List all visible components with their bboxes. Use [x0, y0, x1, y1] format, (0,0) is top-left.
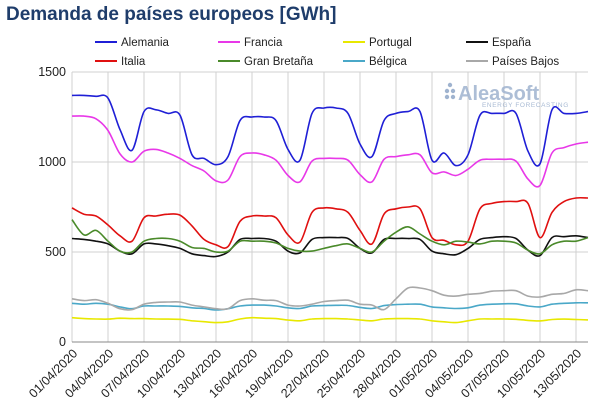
- y-tick-label: 0: [59, 335, 66, 349]
- series-line-francia: [71, 115, 589, 188]
- series-line-italia: [71, 196, 589, 249]
- series-lines: [71, 94, 589, 324]
- series-line-gran-bretana: [71, 219, 589, 255]
- legend-label-gran-bretana: Gran Bretaña: [244, 56, 314, 68]
- legend-label-italia: Italia: [121, 56, 146, 68]
- aleasoft-watermark: AleaSoft ENERGY FORECASTING: [444, 82, 569, 109]
- watermark-logo-icon: [444, 82, 456, 100]
- legend-label-alemania: Alemania: [121, 37, 170, 49]
- legend-label-francia: Francia: [244, 37, 283, 49]
- legend-label-portugal: Portugal: [369, 37, 412, 49]
- series-line-alemania: [71, 94, 589, 167]
- chart-title: Demanda de países europeos [GWh]: [6, 4, 337, 25]
- watermark-brand: AleaSoft: [458, 83, 539, 105]
- series-line-portugal: [71, 316, 589, 324]
- legend: Alemania Francia Portugal España Italia Gran …: [95, 37, 559, 68]
- series-line-belgica: [71, 301, 589, 311]
- grid-lines: [71, 71, 588, 343]
- legend-label-paises-bajos: Países Bajos: [492, 56, 559, 68]
- y-tick-label: 1500: [38, 65, 66, 79]
- legend-label-espana: España: [492, 37, 532, 49]
- y-tick-label: 500: [45, 245, 66, 259]
- y-tick-label: 1000: [38, 155, 66, 169]
- series-line-espana: [71, 234, 589, 258]
- series-line-paises-bajos: [71, 286, 589, 311]
- watermark-tagline: ENERGY FORECASTING: [482, 102, 569, 109]
- legend-label-belgica: Bélgica: [369, 56, 407, 68]
